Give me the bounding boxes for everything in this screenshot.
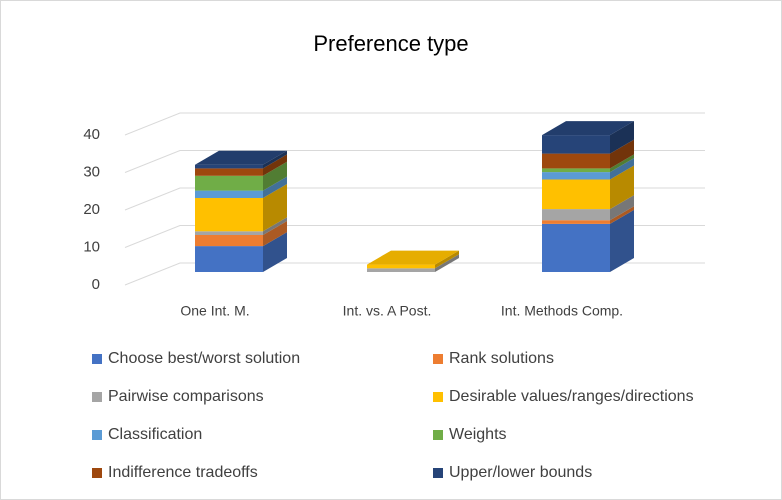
bar-segment bbox=[542, 158, 634, 180]
legend-swatch bbox=[92, 430, 102, 440]
bar-front bbox=[195, 198, 263, 232]
chart-title: Preference type bbox=[313, 31, 468, 56]
legend-swatch bbox=[433, 468, 443, 478]
bar-segment bbox=[367, 254, 459, 272]
bar-segment bbox=[542, 121, 634, 154]
bar-side bbox=[610, 165, 634, 210]
bar-segment bbox=[542, 209, 634, 272]
bar-segment bbox=[542, 206, 634, 224]
y-tick-label: 0 bbox=[92, 276, 100, 293]
legend-label: Upper/lower bounds bbox=[449, 464, 592, 481]
bar-front bbox=[195, 235, 263, 247]
bar-front bbox=[542, 172, 610, 180]
bar-front bbox=[195, 175, 263, 191]
bar-side bbox=[263, 221, 287, 247]
bar-front bbox=[195, 246, 263, 272]
bar-segment bbox=[195, 176, 287, 198]
grid-line bbox=[124, 187, 705, 211]
legend-swatch bbox=[92, 392, 102, 402]
legend-swatch bbox=[433, 392, 443, 402]
legend-label: Classification bbox=[108, 426, 202, 443]
bar-side bbox=[610, 209, 634, 272]
bar-segment bbox=[195, 221, 287, 247]
bar-top bbox=[367, 250, 459, 265]
bar-side bbox=[263, 232, 287, 272]
x-tick-label: Int. Methods Comp. bbox=[501, 303, 623, 319]
bar-segment bbox=[542, 139, 634, 169]
bar-side bbox=[263, 184, 287, 232]
bar-front bbox=[367, 268, 435, 272]
legend-swatch bbox=[433, 354, 443, 364]
bar-front bbox=[367, 264, 435, 269]
bar-side bbox=[263, 154, 287, 176]
bar-segment bbox=[195, 184, 287, 232]
bar-segment bbox=[195, 217, 287, 235]
bar-front bbox=[542, 168, 610, 173]
legend-swatch bbox=[433, 430, 443, 440]
x-tick-label: Int. vs. A Post. bbox=[343, 303, 432, 319]
legend-swatch bbox=[92, 354, 102, 364]
bar-front bbox=[542, 223, 610, 272]
y-tick-label: 10 bbox=[83, 238, 100, 255]
legend-label: Weights bbox=[449, 426, 507, 443]
bar-segment bbox=[542, 154, 634, 173]
y-tick-label: 40 bbox=[83, 126, 100, 143]
bar-side bbox=[263, 176, 287, 198]
bar-top bbox=[542, 121, 634, 136]
grid-line bbox=[124, 112, 705, 136]
bar-segment bbox=[542, 195, 634, 221]
bar-side bbox=[610, 195, 634, 221]
bar-side bbox=[435, 250, 459, 269]
bar-side bbox=[610, 206, 634, 224]
legend-label: Choose best/worst solution bbox=[108, 350, 300, 367]
bar-side bbox=[263, 217, 287, 235]
bar-front bbox=[195, 190, 263, 198]
bar-front bbox=[195, 231, 263, 235]
bar-segment bbox=[195, 150, 287, 169]
bar-front bbox=[542, 179, 610, 210]
legend-label: Indifference tradeoffs bbox=[108, 464, 258, 481]
bar-side bbox=[435, 254, 459, 272]
bar-side bbox=[610, 139, 634, 169]
bar-side bbox=[610, 121, 634, 154]
bar-segment bbox=[542, 165, 634, 210]
bar-segment bbox=[195, 232, 287, 272]
bar-side bbox=[610, 158, 634, 180]
bar-front bbox=[542, 153, 610, 169]
x-tick-label: One Int. M. bbox=[180, 303, 249, 319]
grid-line bbox=[124, 150, 705, 173]
legend-label: Desirable values/ranges/directions bbox=[449, 388, 694, 405]
bar-side bbox=[263, 161, 287, 191]
grid-line bbox=[124, 262, 705, 286]
bar-segment bbox=[195, 154, 287, 176]
legend-label: Pairwise comparisons bbox=[108, 388, 264, 405]
bar-front bbox=[195, 164, 263, 169]
y-tick-label: 20 bbox=[83, 201, 100, 218]
bar-segment bbox=[367, 250, 459, 269]
legend-swatch bbox=[92, 468, 102, 478]
bar-front bbox=[542, 220, 610, 224]
bar-front bbox=[542, 209, 610, 221]
bar-segment bbox=[195, 161, 287, 191]
bar-top bbox=[195, 150, 287, 165]
bar-front bbox=[542, 135, 610, 154]
legend-label: Rank solutions bbox=[449, 350, 554, 367]
y-tick-label: 30 bbox=[83, 163, 100, 180]
bar-side bbox=[263, 150, 287, 169]
bar-side bbox=[610, 154, 634, 173]
grid-line bbox=[124, 225, 705, 248]
bar-front bbox=[195, 168, 263, 176]
